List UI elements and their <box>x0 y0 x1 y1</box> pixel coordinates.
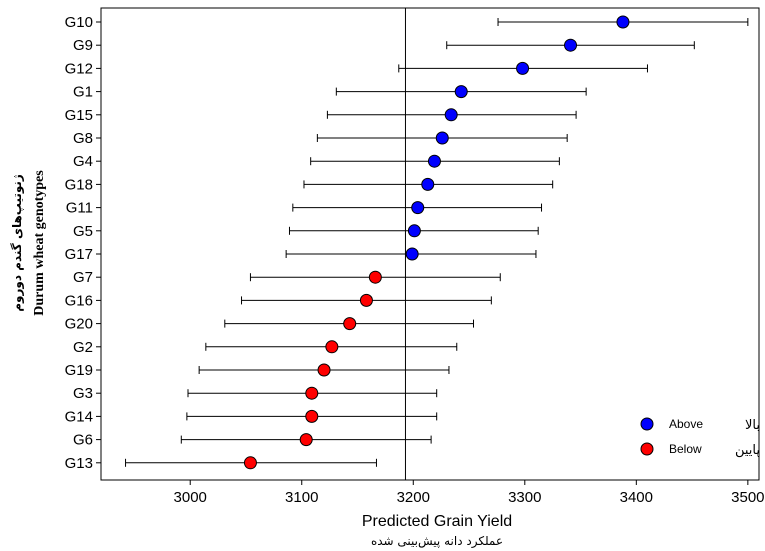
x-axis-title-fa: عملکرد دانه پیش‌بینی شده <box>371 534 503 549</box>
x-tick-label: 3500 <box>731 489 764 506</box>
y-tick-label: G11 <box>66 200 93 217</box>
data-point-g12 <box>516 61 530 75</box>
y-tick-label: G20 <box>65 316 93 333</box>
y-tick-label: G15 <box>65 107 93 124</box>
y-axis-title-fa: ژنوتیپ‌های گندم دوروم <box>10 174 25 312</box>
y-tick-label: G3 <box>73 385 93 402</box>
data-point-g17 <box>405 247 419 261</box>
data-point-g15 <box>444 108 458 122</box>
legend-label-fa-above: بالا <box>745 418 760 433</box>
data-point-g18 <box>421 177 435 191</box>
y-tick-label: G8 <box>73 130 93 147</box>
y-tick-label: G2 <box>73 339 93 356</box>
data-point-g7 <box>368 270 382 284</box>
y-tick-label: G7 <box>73 269 93 286</box>
x-axis-title: Predicted Grain Yield <box>362 513 512 530</box>
y-tick-label: G16 <box>65 292 93 309</box>
data-point-g20 <box>343 317 357 331</box>
data-point-g13 <box>243 456 257 470</box>
legend-label-fa-below: پایین <box>735 443 760 458</box>
data-point-g3 <box>305 386 319 400</box>
y-tick-label: G6 <box>73 432 93 449</box>
data-point-g10 <box>616 15 630 29</box>
y-tick-label: G13 <box>65 455 93 472</box>
y-tick-label: G19 <box>65 362 93 379</box>
legend-marker-above <box>640 417 654 431</box>
x-tick-label: 3400 <box>620 489 653 506</box>
y-tick-label: G14 <box>65 408 93 425</box>
plot-frame <box>100 7 760 481</box>
x-tick-label: 3000 <box>174 489 207 506</box>
data-point-g11 <box>411 201 425 215</box>
y-tick-label: G18 <box>65 176 93 193</box>
data-point-g5 <box>407 224 421 238</box>
y-tick-label: G12 <box>65 60 93 77</box>
legend-label-above: Above <box>669 417 703 431</box>
data-point-g4 <box>427 154 441 168</box>
y-axis-title: Durum wheat genotypes <box>32 170 47 316</box>
y-tick-label: G9 <box>73 37 93 54</box>
legend-marker-below <box>640 442 654 456</box>
data-point-g2 <box>325 340 339 354</box>
y-tick-label: G1 <box>73 84 93 101</box>
y-tick-label: G5 <box>73 223 93 240</box>
plot-area: 3000 3100 3200 3300 3400 3500 G10 G9 G12 G1 G15 G8 G… <box>65 7 765 506</box>
data-point-g9 <box>564 38 578 52</box>
data-point-g19 <box>317 363 331 377</box>
x-tick-label: 3100 <box>285 489 318 506</box>
data-point-g1 <box>454 85 468 99</box>
x-tick-label: 3300 <box>508 489 541 506</box>
y-tick-label: G17 <box>65 246 93 263</box>
data-point-g14 <box>305 409 319 423</box>
y-tick-label: G10 <box>65 14 93 31</box>
data-point-g8 <box>435 131 449 145</box>
data-point-g6 <box>299 433 313 447</box>
data-point-g16 <box>359 293 373 307</box>
legend-label-below: Below <box>669 442 702 456</box>
x-tick-label: 3200 <box>397 489 430 506</box>
y-tick-label: G4 <box>73 153 93 170</box>
